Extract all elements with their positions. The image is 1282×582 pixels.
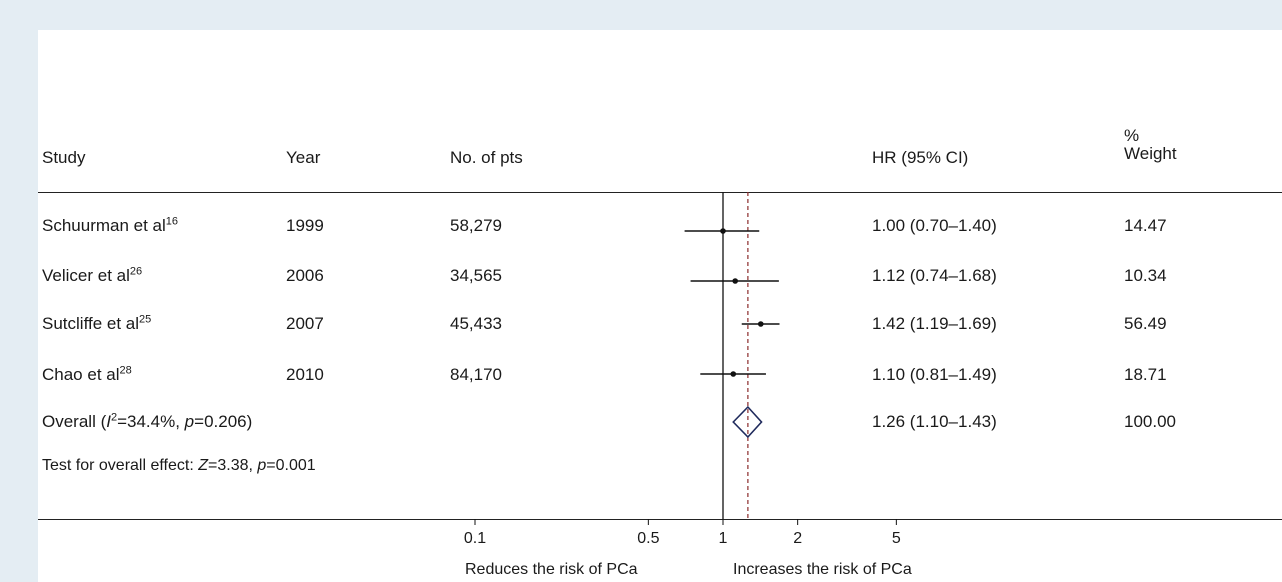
overall-weight: 100.00	[1124, 412, 1176, 431]
study-hr: 1.42 (1.19–1.69)	[872, 314, 997, 333]
study-name: Velicer et al26	[42, 265, 143, 285]
study-hr: 1.10 (0.81–1.49)	[872, 365, 997, 384]
x-tick-label: 0.5	[637, 530, 659, 547]
test-overall-effect: Test for overall effect: Z=3.38, p=0.001	[42, 457, 316, 474]
study-year: 2010	[286, 365, 324, 384]
study-point-estimate	[730, 371, 737, 377]
x-tick-label: 1	[719, 530, 728, 547]
header-hr: HR (95% CI)	[872, 148, 969, 167]
study-name: Sutcliffe et al25	[42, 313, 152, 333]
header-weight: Weight	[1124, 144, 1177, 163]
study-weight: 10.34	[1124, 266, 1167, 285]
forest-plot-svg: 0.1 0.5 1 2 5	[464, 192, 901, 547]
xlabel-right: Increases the risk of PCa	[733, 561, 912, 578]
study-point-estimate	[720, 228, 726, 234]
bottom-rule	[38, 519, 1282, 520]
study-hr: 1.12 (0.74–1.68)	[872, 266, 997, 285]
x-tick-label: 2	[793, 530, 802, 547]
study-point-estimate	[757, 321, 764, 327]
overall-diamond	[732, 405, 763, 439]
header-study: Study	[42, 148, 86, 167]
study-year: 2006	[286, 266, 324, 285]
forest-plot-panel: Study Year No. of pts HR (95% CI) % Weig…	[38, 30, 1282, 582]
xlabel-left: Reduces the risk of PCa	[465, 561, 638, 578]
study-pts: 45,433	[450, 314, 502, 333]
study-name: Chao et al28	[42, 364, 132, 384]
x-tick-label: 0.1	[464, 530, 486, 547]
study-weight: 14.47	[1124, 216, 1167, 235]
study-weight: 56.49	[1124, 314, 1167, 333]
study-point-estimate	[732, 278, 739, 284]
study-ref: 26	[129, 265, 143, 278]
x-tick-label: 5	[892, 530, 901, 547]
study-pts: 34,565	[450, 266, 502, 285]
header-year: Year	[286, 148, 321, 167]
study-pts: 58,279	[450, 216, 502, 235]
study-weight: 18.71	[1124, 365, 1167, 384]
header-pts: No. of pts	[450, 148, 523, 167]
header-rule	[38, 192, 1282, 193]
overall-hr: 1.26 (1.10–1.43)	[872, 412, 997, 431]
study-ref: 16	[165, 215, 179, 228]
study-ref: 25	[139, 313, 152, 326]
study-hr: 1.00 (0.70–1.40)	[872, 216, 997, 235]
overall-label: Overall (I2=34.4%, p=0.206)	[42, 411, 253, 431]
header-weight-pct: %	[1124, 126, 1140, 145]
study-year: 2007	[286, 314, 324, 333]
study-year: 1999	[286, 216, 324, 235]
study-name: Schuurman et al16	[42, 215, 179, 235]
study-ref: 28	[119, 364, 132, 377]
study-pts: 84,170	[450, 365, 502, 384]
